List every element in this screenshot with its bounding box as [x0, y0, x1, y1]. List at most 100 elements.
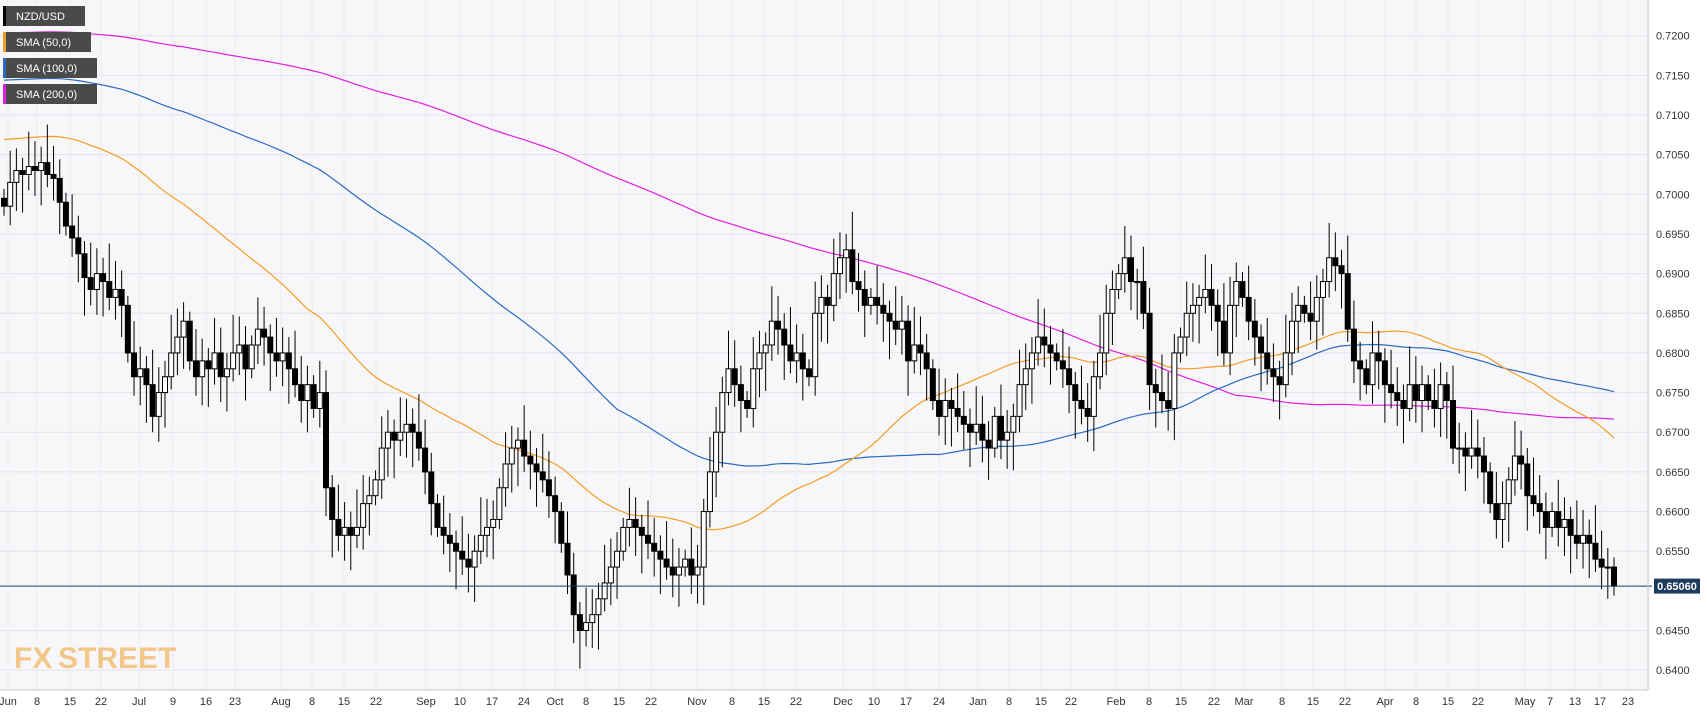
legend[interactable]: NZD/USD SMA (50,0) SMA (100,0) SMA (200,0): [3, 6, 97, 104]
x-tick-label: 8: [1006, 696, 1012, 708]
legend-bg: [3, 6, 85, 26]
candle-body: [1121, 257, 1128, 275]
candle-body: [1363, 368, 1370, 386]
candle-body: [1214, 304, 1221, 322]
candle-body: [1258, 336, 1265, 354]
candle-body: [81, 253, 88, 279]
candle-body: [564, 542, 571, 576]
candle-body: [1524, 463, 1531, 497]
x-tick-label: Jan: [969, 696, 987, 708]
y-tick-label: 0.6400: [1656, 665, 1690, 677]
candle-body: [1388, 384, 1395, 394]
candle-body: [1227, 304, 1234, 354]
candle-body: [273, 352, 280, 362]
candle-body: [316, 392, 323, 409]
legend-item[interactable]: SMA (100,0): [3, 58, 97, 78]
candle-body: [898, 320, 905, 330]
candle-body: [242, 344, 249, 370]
candle-body: [1350, 328, 1357, 362]
candle-body: [1567, 518, 1574, 536]
candle-body: [391, 431, 398, 441]
legend-label: SMA (50,0): [16, 37, 71, 49]
candle-body: [223, 368, 230, 378]
candle-body: [558, 511, 565, 544]
candle-body: [1375, 352, 1382, 362]
candle-body: [267, 336, 274, 354]
candle-body: [682, 558, 689, 568]
candle-body: [1549, 511, 1556, 528]
x-tick-label: 17: [1594, 696, 1606, 708]
candle-body: [1251, 320, 1258, 338]
candle-body: [1196, 296, 1203, 306]
candle-body: [948, 400, 955, 409]
candle-body: [1202, 288, 1209, 298]
candle-body: [589, 614, 596, 624]
candle-body: [1158, 392, 1165, 402]
candle-body: [886, 312, 893, 322]
candle-body: [545, 479, 552, 497]
candle-body: [570, 574, 577, 616]
candle-body: [967, 423, 973, 433]
sma-200-line: [3, 31, 1615, 420]
candle-body: [174, 336, 181, 354]
candle-body: [508, 447, 515, 465]
x-tick-label: 8: [583, 696, 589, 708]
candle-body: [279, 352, 286, 362]
candle-body: [843, 249, 850, 259]
candle-body: [112, 288, 119, 298]
legend-item[interactable]: SMA (200,0): [3, 84, 97, 104]
legend-item[interactable]: SMA (50,0): [3, 32, 91, 52]
candle-body: [1078, 400, 1085, 409]
sma-100-line: [3, 77, 1615, 467]
legend-label: NZD/USD: [16, 11, 65, 23]
candle-body: [1301, 304, 1308, 314]
candle-body: [1103, 312, 1110, 354]
candle-body: [1332, 257, 1339, 267]
x-tick-label: 22: [1472, 696, 1484, 708]
candle-body: [1586, 534, 1593, 544]
candle-body: [1, 197, 7, 207]
candle-body: [688, 558, 695, 576]
y-axis: 0.7200 0.7150 0.7100 0.7050 0.7000 0.6950 0.69…: [1647, 0, 1690, 690]
candle-body: [719, 392, 726, 433]
candle-body: [205, 360, 212, 370]
candle-body: [1468, 447, 1475, 457]
candle-body: [131, 352, 138, 378]
candle-body: [768, 320, 775, 346]
candle-body: [1239, 281, 1246, 298]
candle-body: [1443, 384, 1450, 402]
candle-body: [675, 566, 682, 576]
candle-body: [217, 352, 224, 378]
candle-body: [997, 415, 1004, 441]
candle-body: [19, 170, 26, 175]
candle-body: [1505, 479, 1512, 505]
candle-body: [824, 296, 831, 306]
x-tick-label: 8: [1279, 696, 1285, 708]
y-tick-label: 0.6750: [1656, 388, 1690, 400]
candle-body: [1431, 400, 1438, 409]
candle-body: [855, 281, 862, 290]
candle-body: [1090, 376, 1097, 417]
candle-body: [62, 201, 69, 227]
legend-swatch: [3, 6, 6, 26]
candle-body: [638, 526, 645, 536]
candle-body: [849, 249, 856, 283]
candle-body: [632, 518, 639, 528]
x-tick-label: 22: [790, 696, 802, 708]
x-tick-label: 8: [1413, 696, 1419, 708]
legend-label: SMA (100,0): [16, 63, 77, 75]
x-tick-label: 15: [1175, 696, 1187, 708]
candle-body: [595, 598, 602, 616]
candle-body: [527, 455, 534, 465]
y-tick-label: 0.6450: [1656, 626, 1690, 638]
legend-item[interactable]: NZD/USD: [3, 6, 85, 26]
legend-bg: [3, 58, 97, 78]
candle-body: [731, 368, 738, 386]
y-tick-label: 0.6700: [1656, 427, 1690, 439]
y-tick-label: 0.6600: [1656, 507, 1690, 519]
candle-body: [1344, 273, 1351, 330]
candle-body: [397, 431, 404, 441]
candle-body: [384, 431, 391, 449]
x-tick-label: 17: [486, 696, 498, 708]
candle-body: [1437, 384, 1444, 409]
